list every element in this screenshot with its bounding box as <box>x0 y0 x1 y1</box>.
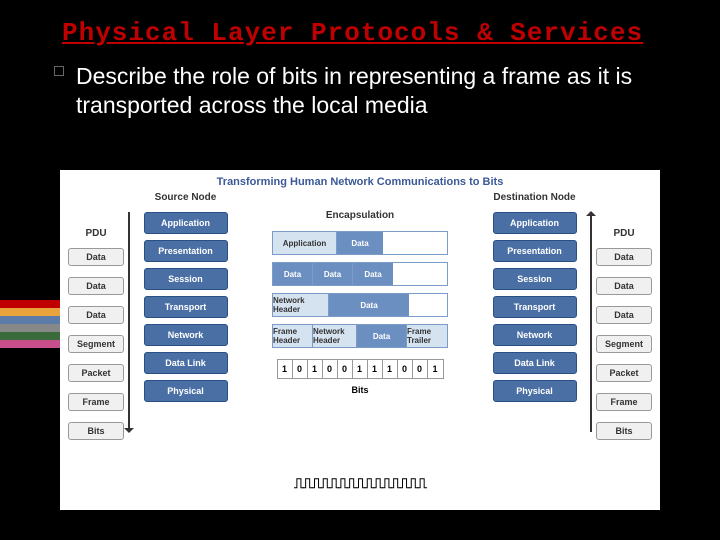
signal-wave-icon: ⎍⎍⎍⎍⎍⎍⎍⎍⎍⎍⎍⎍⎍⎍⎍ <box>294 476 426 492</box>
encap-cell: Application <box>273 232 337 254</box>
bit-cell: 1 <box>353 360 368 378</box>
source-label: Source Node <box>155 192 217 205</box>
encap-row: Network HeaderData <box>272 293 448 317</box>
pdu-box: Segment <box>68 335 124 353</box>
bits-label: Bits <box>351 385 368 395</box>
pdu-column-left: PDU Data Data Data Segment Packet Frame Bits <box>66 192 126 462</box>
pdu-box: Packet <box>68 364 124 382</box>
encap-cell: Data <box>313 263 353 285</box>
encap-cell: Network Header <box>313 325 357 347</box>
diagram-title: Transforming Human Network Communication… <box>60 170 660 192</box>
bit-cell: 1 <box>428 360 443 378</box>
encap-cell: Data <box>329 294 409 316</box>
layer-box: Network <box>144 324 228 346</box>
bit-cell: 0 <box>413 360 428 378</box>
dest-label: Destination Node <box>493 192 575 205</box>
pdu-box: Segment <box>596 335 652 353</box>
encap-cell: Network Header <box>273 294 329 316</box>
pdu-box: Bits <box>596 422 652 440</box>
bit-cell: 0 <box>338 360 353 378</box>
layer-box: Application <box>493 212 577 234</box>
bit-cell: 1 <box>383 360 398 378</box>
bit-cell: 1 <box>278 360 293 378</box>
bullet-content: Describe the role of bits in representin… <box>76 63 632 118</box>
source-column: Source Node Application Presentation Sessi… <box>141 192 231 462</box>
encap-label: Encapsulation <box>326 210 394 221</box>
layer-box: Session <box>493 268 577 290</box>
pdu-box: Packet <box>596 364 652 382</box>
pdu-box: Frame <box>68 393 124 411</box>
pdu-label-r: PDU <box>613 228 634 241</box>
pdu-box: Data <box>596 277 652 295</box>
bit-cell: 0 <box>323 360 338 378</box>
bit-cell: 0 <box>398 360 413 378</box>
encap-cell: Frame Header <box>273 325 313 347</box>
bullet-text: Describe the role of bits in representin… <box>0 48 720 120</box>
layer-box: Data Link <box>144 352 228 374</box>
encap-cell: Data <box>353 263 393 285</box>
slide-title: Physical Layer Protocols & Services <box>0 0 720 48</box>
layer-box: Transport <box>493 296 577 318</box>
encap-cell: Frame Trailer <box>407 325 447 347</box>
pdu-box: Data <box>68 248 124 266</box>
encap-row: DataDataData <box>272 262 448 286</box>
pdu-box: Bits <box>68 422 124 440</box>
pdu-box: Data <box>68 277 124 295</box>
pdu-box: Data <box>68 306 124 324</box>
pdu-box: Data <box>596 306 652 324</box>
encap-cell: Data <box>357 325 407 347</box>
layer-box: Transport <box>144 296 228 318</box>
bit-cell: 0 <box>293 360 308 378</box>
dest-column: Destination Node Application Presentation… <box>490 192 580 462</box>
bit-cell: 1 <box>368 360 383 378</box>
encap-cell: Data <box>337 232 383 254</box>
layer-box: Application <box>144 212 228 234</box>
encap-row: Frame HeaderNetwork HeaderDataFrame Trai… <box>272 324 448 348</box>
bit-cell: 1 <box>308 360 323 378</box>
encap-cell: Data <box>273 263 313 285</box>
layer-box: Physical <box>144 380 228 402</box>
bits-row: 10100111001 <box>277 359 444 379</box>
bullet-marker-icon <box>54 66 64 76</box>
pdu-column-right: PDU Data Data Data Segment Packet Frame Bits <box>594 192 654 462</box>
pdu-box: Frame <box>596 393 652 411</box>
encap-row: ApplicationData <box>272 231 448 255</box>
pdu-label: PDU <box>85 228 106 241</box>
layer-box: Presentation <box>144 240 228 262</box>
layer-box: Presentation <box>493 240 577 262</box>
encapsulation-column: Encapsulation ApplicationDataDataDataDat… <box>245 192 475 462</box>
layer-box: Physical <box>493 380 577 402</box>
layer-box: Network <box>493 324 577 346</box>
encapsulation-diagram: Transforming Human Network Communication… <box>60 170 660 510</box>
pdu-box: Data <box>596 248 652 266</box>
layer-box: Data Link <box>493 352 577 374</box>
layer-box: Session <box>144 268 228 290</box>
color-strip <box>0 300 60 348</box>
